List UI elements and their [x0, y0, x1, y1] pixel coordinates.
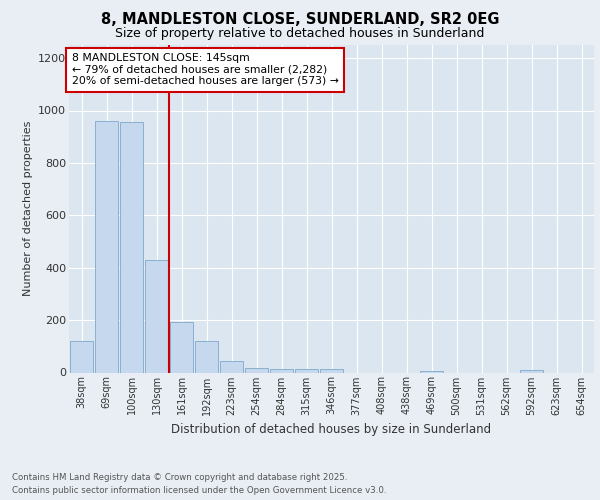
Bar [520, 370, 543, 372]
Bar [170, 322, 193, 372]
Y-axis label: Number of detached properties: Number of detached properties [23, 121, 32, 296]
Text: 8 MANDLESTON CLOSE: 145sqm
← 79% of detached houses are smaller (2,282)
20% of s: 8 MANDLESTON CLOSE: 145sqm ← 79% of deta… [71, 53, 338, 86]
Text: Contains public sector information licensed under the Open Government Licence v3: Contains public sector information licen… [12, 486, 386, 495]
Bar [145, 260, 168, 372]
Bar [220, 360, 243, 372]
Bar [195, 341, 218, 372]
Bar [70, 341, 93, 372]
Text: 8, MANDLESTON CLOSE, SUNDERLAND, SR2 0EG: 8, MANDLESTON CLOSE, SUNDERLAND, SR2 0EG [101, 12, 499, 28]
Bar [95, 121, 118, 372]
X-axis label: Distribution of detached houses by size in Sunderland: Distribution of detached houses by size … [172, 423, 491, 436]
Bar [295, 369, 318, 372]
Bar [420, 371, 443, 372]
Text: Size of property relative to detached houses in Sunderland: Size of property relative to detached ho… [115, 28, 485, 40]
Bar [320, 370, 343, 372]
Bar [245, 368, 268, 372]
Text: Contains HM Land Registry data © Crown copyright and database right 2025.: Contains HM Land Registry data © Crown c… [12, 472, 347, 482]
Bar [120, 122, 143, 372]
Bar [270, 369, 293, 372]
